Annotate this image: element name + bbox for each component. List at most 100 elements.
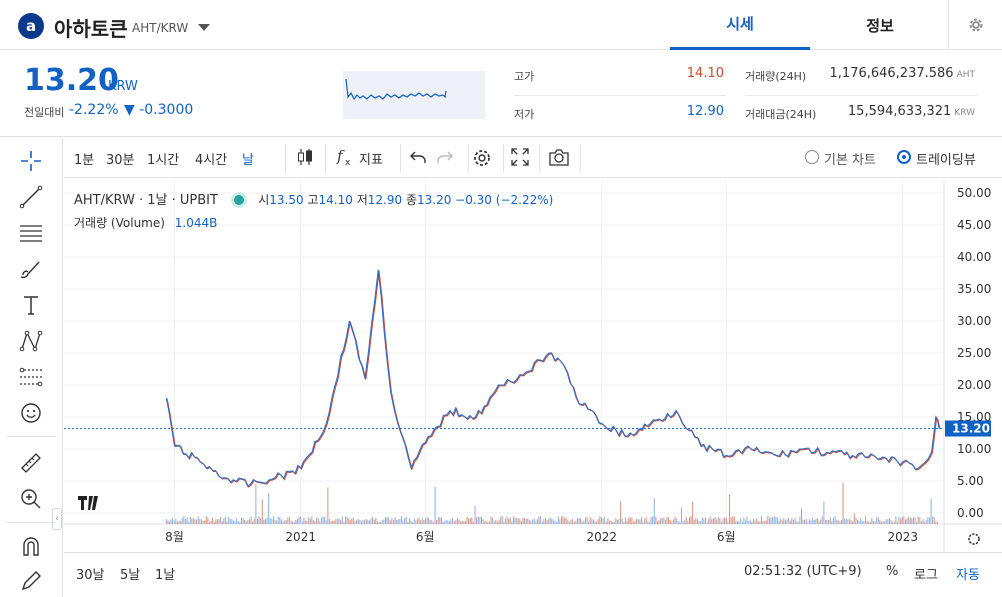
market-status-dot xyxy=(234,195,245,205)
last-price-tag xyxy=(945,420,991,437)
tab-price[interactable]: 시세 xyxy=(670,0,810,50)
indicators-button[interactable]: 지표 xyxy=(359,153,383,168)
x-tick-label: 2022 xyxy=(586,530,617,544)
fib-icon[interactable] xyxy=(18,364,44,390)
interval-30m[interactable]: 30분 xyxy=(106,153,135,168)
y-tick-label: 50.00 xyxy=(957,186,991,200)
range-5d[interactable]: 5날 xyxy=(120,568,141,583)
volume-number: 1,176,646,237.586 xyxy=(829,66,954,81)
fullscreen-icon[interactable] xyxy=(510,147,530,171)
toolbar-divider xyxy=(400,144,401,172)
chart-clock: 02:51:32 (UTC+9) xyxy=(744,564,862,579)
legend-symbol: AHT/KRW · 1날 · UPBIT xyxy=(74,193,218,208)
x-tick-label: 2021 xyxy=(285,530,316,544)
basic-chart-radio[interactable] xyxy=(805,150,819,164)
svg-text:x: x xyxy=(345,158,351,168)
ruler-icon[interactable] xyxy=(18,450,44,476)
tab-info[interactable]: 정보 xyxy=(866,16,894,35)
y-tick-label: 15.00 xyxy=(957,410,991,424)
y-tick-label: 30.00 xyxy=(957,314,991,328)
pencil-lock-icon[interactable] xyxy=(18,568,44,594)
price-series-line xyxy=(165,269,940,488)
legend-change: −0.30 (−2.22%) xyxy=(455,193,554,207)
stat-divider xyxy=(745,95,977,96)
range-30d[interactable]: 30날 xyxy=(76,568,105,583)
auto-toggle[interactable]: 자동 xyxy=(956,568,980,583)
change-label: 전일대비 xyxy=(24,106,65,119)
price-unit: KRW xyxy=(108,79,138,94)
crosshair-icon[interactable] xyxy=(18,148,44,174)
volume-legend-value: 1.044B xyxy=(174,216,218,230)
undo-icon[interactable] xyxy=(409,148,427,170)
y-tick-label: 40.00 xyxy=(957,250,991,264)
tools-divider xyxy=(6,522,56,523)
coin-logo: a xyxy=(18,13,44,39)
pattern-icon[interactable] xyxy=(18,328,44,354)
volume-value: 1,176,646,237.586 AHT xyxy=(820,66,975,81)
volume-legend: 거래량 (Volume) 1.044B xyxy=(74,214,217,231)
last-price-label: 13.20 xyxy=(952,422,990,436)
y-tick-label: 45.00 xyxy=(957,218,991,232)
y-tick-label: 10.00 xyxy=(957,442,991,456)
tradingview-logo-icon xyxy=(76,492,104,514)
basic-chart-label[interactable]: 기본 차트 xyxy=(824,153,876,168)
price-chart-canvas[interactable]: 50.00 45.00 40.00 35.00 30.00 25.00 20.00 15.00… xyxy=(64,179,1002,552)
chart-settings-icon[interactable] xyxy=(471,147,493,173)
price-chart[interactable]: 50.00 45.00 40.00 35.00 30.00 25.00 20.00 15.00… xyxy=(64,179,1002,597)
legend-open-label: 시 xyxy=(258,193,270,207)
range-1d[interactable]: 1날 xyxy=(155,568,176,583)
x-tick-label: 8월 xyxy=(165,530,184,544)
sparkline-chart xyxy=(343,71,485,119)
tools-divider xyxy=(6,436,56,437)
trend-line-icon[interactable] xyxy=(18,184,44,210)
log-toggle[interactable]: 로그 xyxy=(914,568,938,583)
change-amount: ▼ -0.3000 xyxy=(124,102,194,118)
interval-day[interactable]: 날 xyxy=(242,153,254,168)
tradingview-radio[interactable] xyxy=(897,150,911,164)
y-tick-label: 25.00 xyxy=(957,346,991,360)
legend-low-label: 저 xyxy=(356,193,368,207)
emoji-icon[interactable] xyxy=(18,400,44,426)
magnet-icon[interactable] xyxy=(18,534,44,560)
redo-icon[interactable] xyxy=(436,148,454,170)
toolbar-divider xyxy=(580,144,581,172)
high-value: 14.10 xyxy=(686,66,724,81)
x-tick-label: 6월 xyxy=(416,530,435,544)
percent-toggle[interactable]: % xyxy=(886,564,899,579)
chart-bottom-bar: 30날 5날 1날 02:51:32 (UTC+9) % 로그 자동 xyxy=(64,552,1002,597)
brush-icon[interactable] xyxy=(18,256,44,282)
zoom-in-icon[interactable] xyxy=(18,486,44,512)
coin-header: a 아하토큰 AHT/KRW 시세 정보 xyxy=(0,0,1002,50)
toolbar-divider xyxy=(285,144,286,172)
text-icon[interactable] xyxy=(18,292,44,318)
price-summary: 13.20 KRW 전일대비 -2.22% ▼ -0.3000 고가 14.10… xyxy=(0,51,1002,137)
x-tick-label: 2023 xyxy=(887,530,918,544)
candlestick-icon[interactable] xyxy=(296,147,314,171)
price-series-line-up xyxy=(166,270,941,488)
amount-unit: KRW xyxy=(954,108,975,118)
low-label: 저가 xyxy=(514,108,535,121)
settings-gear-icon[interactable] xyxy=(948,0,1002,50)
camera-icon[interactable] xyxy=(548,147,570,171)
amount-number: 15,594,633,321 xyxy=(847,104,952,119)
toolbar-divider xyxy=(503,144,504,172)
coin-dropdown-icon[interactable] xyxy=(198,24,210,31)
y-tick-label: 5.00 xyxy=(957,474,984,488)
horizontal-lines-icon[interactable] xyxy=(18,220,44,246)
sparkline-line xyxy=(345,78,447,101)
axis-settings-icon[interactable] xyxy=(968,533,980,545)
legend-low: 12.90 xyxy=(367,193,403,207)
legend-high-label: 고 xyxy=(307,193,319,207)
collapse-sidebar-handle[interactable]: ‹ xyxy=(52,508,62,530)
amount-label: 거래대금(24H) xyxy=(745,108,817,121)
tradingview-label[interactable]: 트레이딩뷰 xyxy=(916,153,976,168)
coin-name: 아하토큰 xyxy=(54,17,128,41)
interval-1h[interactable]: 1시간 xyxy=(147,153,180,168)
legend-high: 14.10 xyxy=(318,193,353,207)
toolbar-divider xyxy=(539,144,540,172)
interval-1m[interactable]: 1분 xyxy=(74,153,95,168)
y-tick-label: 0.00 xyxy=(957,506,984,520)
interval-4h[interactable]: 4시간 xyxy=(195,153,228,168)
